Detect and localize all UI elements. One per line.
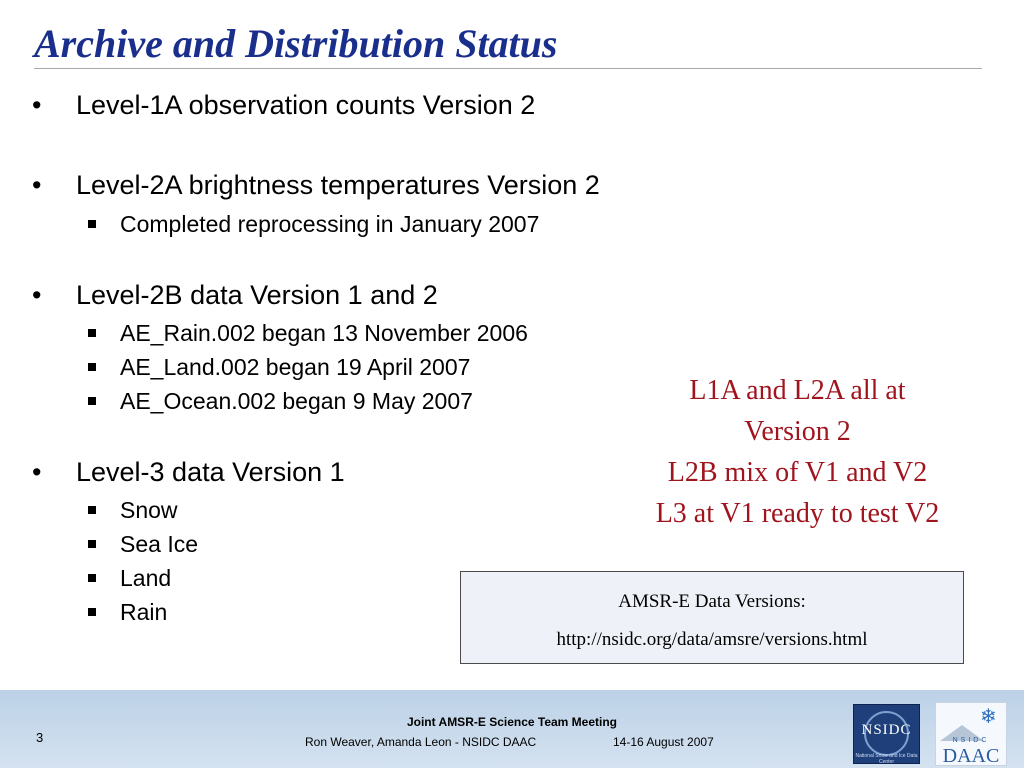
bullet-dot: • [32, 90, 42, 120]
square-bullet-icon [88, 329, 96, 337]
sub-bullet-text: AE_Ocean.002 began 9 May 2007 [120, 388, 473, 414]
callout-line: L2B mix of V1 and V2 [667, 457, 928, 488]
nsidc-logo-subtext: National Snow and Ice Data Center [855, 753, 918, 765]
square-bullet-icon [88, 574, 96, 582]
footer-band: 3 Joint AMSR-E Science Team Meeting Ron … [0, 690, 1024, 768]
sub-bullet-text: AE_Land.002 began 19 April 2007 [120, 354, 471, 380]
sub-bullet-text: Snow [120, 497, 178, 523]
square-bullet-icon [88, 506, 96, 514]
bullet-text: Level-2B data Version 1 and 2 [76, 280, 438, 310]
footer-date: 14-16 August 2007 [613, 735, 714, 749]
sub-bullet-text: Sea Ice [120, 531, 198, 557]
slide-number: 3 [36, 730, 44, 745]
callout-line: L3 at V1 ready to test V2 [655, 498, 940, 529]
mountain-icon [940, 725, 984, 741]
daac-logo-top-text: NSIDC [952, 737, 990, 744]
square-bullet-icon [88, 608, 96, 616]
link-box-label: AMSR-E Data Versions: [618, 591, 806, 612]
bullet-dot: • [32, 280, 42, 310]
title-divider [34, 68, 982, 69]
sub-bullet-text: Rain [120, 599, 168, 625]
snowflake-icon: ❄ [980, 706, 997, 728]
versions-url-link[interactable]: http://nsidc.org/data/amsre/versions.htm… [556, 629, 868, 650]
sub-bullet-text: AE_Rain.002 began 13 November 2006 [120, 320, 528, 346]
versions-link-box: AMSR-E Data Versions: http://nsidc.org/d… [460, 571, 964, 664]
bullet-dot: • [32, 457, 42, 487]
square-bullet-icon [88, 220, 96, 228]
sub-bullet-text: Land [120, 565, 172, 591]
status-callout: L1A and L2A all at Version 2 L2B mix of … [600, 370, 995, 534]
square-bullet-icon [88, 540, 96, 548]
nsidc-logo-text: NSIDC [861, 722, 912, 738]
slide-title: Archive and Distribution Status [34, 21, 558, 66]
footer-authors: Ron Weaver, Amanda Leon - NSIDC DAAC [305, 735, 537, 749]
callout-line: Version 2 [744, 416, 851, 447]
bullet-text: Level-3 data Version 1 [76, 457, 345, 487]
daac-logo-text: DAAC [942, 745, 1000, 767]
callout-line: L1A and L2A all at [689, 375, 906, 406]
square-bullet-icon [88, 397, 96, 405]
globe-ring-icon [864, 711, 909, 756]
nsidc-logo: NSIDC National Snow and Ice Data Center [853, 704, 920, 765]
bullet-text: Level-1A observation counts Version 2 [76, 90, 536, 120]
sub-bullet-text: Completed reprocessing in January 2007 [120, 211, 540, 237]
bullet-text: Level-2A brightness temperatures Version… [76, 170, 600, 200]
meeting-title: Joint AMSR-E Science Team Meeting [406, 715, 618, 729]
bullet-dot: • [32, 170, 42, 200]
square-bullet-icon [88, 363, 96, 371]
daac-logo: ❄ NSIDC DAAC [935, 702, 1007, 767]
